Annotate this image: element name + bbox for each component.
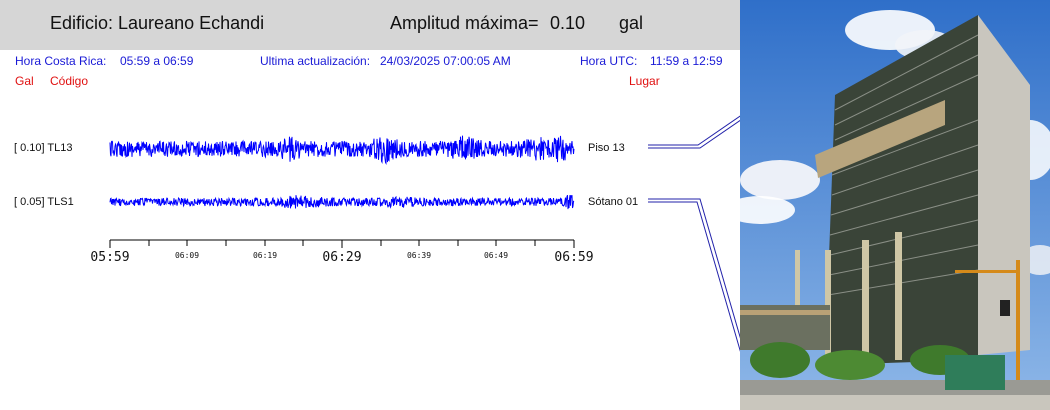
channel-2-code: [ 0.05] TLS1: [14, 196, 74, 208]
utc-label: Hora UTC:: [580, 54, 638, 68]
amplitude-unit: gal: [619, 13, 644, 33]
building-title: Edificio: Laureano Echandi: [50, 13, 265, 33]
tick-label-0629: 06:29: [322, 250, 362, 265]
tick-label-0639: 06:39: [406, 251, 432, 260]
building-photo: [740, 0, 1050, 410]
column-place: Lugar: [629, 74, 660, 88]
amplitude-label: Amplitud máxima=: [390, 13, 539, 33]
column-code: Código: [50, 74, 89, 88]
header-bar: [0, 0, 740, 50]
trace-tl13: [109, 135, 575, 165]
amplitude-value: 0.10: [550, 13, 586, 33]
tick-label-0619: 06:19: [252, 251, 278, 260]
local-time-label: Hora Costa Rica:: [15, 54, 107, 68]
tick-label-0659: 06:59: [554, 250, 594, 265]
channel-1-place: Piso 13: [588, 142, 625, 154]
tick-label-0649: 06:49: [483, 251, 509, 260]
tick-label-0559: 05:59: [90, 250, 130, 265]
column-gal: Gal: [15, 74, 34, 88]
update-value: 24/03/2025 07:00:05 AM: [380, 54, 511, 68]
update-label: Ultima actualización:: [260, 54, 371, 68]
tick-label-0609: 06:09: [174, 251, 200, 260]
channel-2-place: Sótano 01: [588, 196, 639, 208]
channel-1-code: [ 0.10] TL13: [14, 142, 73, 154]
trace-tls1: [109, 195, 575, 210]
utc-value: 11:59 a 12:59: [650, 54, 723, 68]
local-time-value: 05:59 a 06:59: [120, 54, 194, 68]
time-axis-ticks: [109, 240, 575, 248]
